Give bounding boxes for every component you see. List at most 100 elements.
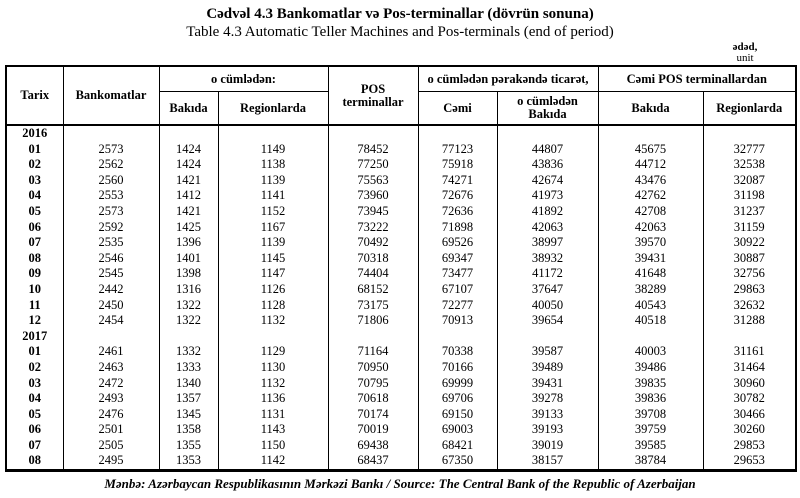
value-cell: 1167 xyxy=(217,219,329,236)
table-row: 08 2495 1353 1142 68437 67350 38157 38784 29653 xyxy=(5,453,797,471)
month-cell: 01 xyxy=(5,141,64,158)
value-cell: 2461 xyxy=(62,344,160,360)
value-cell: 1358 xyxy=(158,422,219,438)
empty-cell xyxy=(597,328,704,345)
value-cell: 70338 xyxy=(417,344,498,360)
table-row: 02 2562 1424 1138 77250 75918 43836 44712 32538 xyxy=(5,157,797,173)
value-cell: 2545 xyxy=(62,266,160,282)
value-cell: 1149 xyxy=(217,141,329,158)
value-cell: 1412 xyxy=(158,188,219,204)
value-cell: 1143 xyxy=(217,422,329,438)
table-row: 05 2573 1421 1152 73945 72636 41892 42708 31237 xyxy=(5,203,797,220)
col-group-total-pos: Cəmi POS terminallardan xyxy=(597,65,797,92)
col-header-bankomatlar: Bankomatlar xyxy=(62,65,160,126)
table-row: 06 2501 1358 1143 70019 69003 39193 39759 30260 xyxy=(5,422,797,438)
value-cell: 2493 xyxy=(62,391,160,407)
value-cell: 32756 xyxy=(702,266,797,282)
col-header-pos-terminals: POS terminallar xyxy=(327,65,419,126)
value-cell: 1126 xyxy=(217,281,329,298)
empty-cell xyxy=(327,125,419,142)
value-cell: 39708 xyxy=(597,406,704,423)
table-body: 2016 01 2573 1424 1149 78452 77123 44807 45675 32… xyxy=(5,125,797,471)
table-row: 01 2461 1332 1129 71164 70338 39587 40003 31161 xyxy=(5,344,797,360)
table-row: 06 2592 1425 1167 73222 71898 42063 42063 31159 xyxy=(5,219,797,236)
value-cell: 39489 xyxy=(496,359,599,376)
empty-cell xyxy=(327,328,419,345)
value-cell: 1131 xyxy=(217,406,329,423)
value-cell: 39431 xyxy=(496,375,599,392)
table-row: 04 2553 1412 1141 73960 72676 41973 42762 31198 xyxy=(5,188,797,204)
value-cell: 42063 xyxy=(597,219,704,236)
value-cell: 32632 xyxy=(702,297,797,314)
year-row: 2017 xyxy=(5,328,797,345)
month-cell: 08 xyxy=(5,250,64,267)
unit-note: ədəd, unit xyxy=(722,42,768,64)
value-cell: 75563 xyxy=(327,172,419,189)
value-cell: 45675 xyxy=(597,141,704,158)
value-cell: 1129 xyxy=(217,344,329,360)
value-cell: 73477 xyxy=(417,266,498,282)
value-cell: 40003 xyxy=(597,344,704,360)
value-cell: 70318 xyxy=(327,250,419,267)
value-cell: 39759 xyxy=(597,422,704,438)
value-cell: 72676 xyxy=(417,188,498,204)
value-cell: 30887 xyxy=(702,250,797,267)
value-cell: 71806 xyxy=(327,313,419,329)
value-cell: 31237 xyxy=(702,203,797,220)
value-cell: 1147 xyxy=(217,266,329,282)
value-cell: 41648 xyxy=(597,266,704,282)
year-cell: 2017 xyxy=(5,328,64,345)
col-header-pos-baku: Bakıda xyxy=(597,91,704,126)
value-cell: 1398 xyxy=(158,266,219,282)
empty-cell xyxy=(217,328,329,345)
value-cell: 1132 xyxy=(217,313,329,329)
table-row: 04 2493 1357 1136 70618 69706 39278 39836 30782 xyxy=(5,391,797,407)
month-cell: 10 xyxy=(5,281,64,298)
value-cell: 70913 xyxy=(417,313,498,329)
value-cell: 68437 xyxy=(327,453,419,471)
year-row: 2016 xyxy=(5,125,797,142)
value-cell: 41973 xyxy=(496,188,599,204)
value-cell: 1355 xyxy=(158,437,219,454)
value-cell: 69706 xyxy=(417,391,498,407)
value-cell: 1333 xyxy=(158,359,219,376)
col-header-atm-baku: Bakıda xyxy=(158,91,219,126)
value-cell: 2476 xyxy=(62,406,160,423)
month-cell: 07 xyxy=(5,437,64,454)
table-row: 02 2463 1333 1130 70950 70166 39489 39486 31464 xyxy=(5,359,797,376)
value-cell: 31198 xyxy=(702,188,797,204)
value-cell: 38157 xyxy=(496,453,599,471)
table-row: 12 2454 1322 1132 71806 70913 39654 40518 31288 xyxy=(5,313,797,329)
value-cell: 2495 xyxy=(62,453,160,471)
value-cell: 44807 xyxy=(496,141,599,158)
month-cell: 05 xyxy=(5,406,64,423)
value-cell: 75918 xyxy=(417,157,498,173)
value-cell: 2472 xyxy=(62,375,160,392)
value-cell: 1421 xyxy=(158,172,219,189)
value-cell: 39133 xyxy=(496,406,599,423)
value-cell: 31161 xyxy=(702,344,797,360)
value-cell: 30782 xyxy=(702,391,797,407)
statistics-table: Tarix Bankomatlar o cümlədən: POS termin… xyxy=(5,65,798,473)
value-cell: 38784 xyxy=(597,453,704,471)
value-cell: 67107 xyxy=(417,281,498,298)
value-cell: 1332 xyxy=(158,344,219,360)
empty-cell xyxy=(62,125,160,142)
value-cell: 73222 xyxy=(327,219,419,236)
value-cell: 32087 xyxy=(702,172,797,189)
value-cell: 73960 xyxy=(327,188,419,204)
value-cell: 69526 xyxy=(417,235,498,251)
empty-cell xyxy=(62,328,160,345)
month-cell: 05 xyxy=(5,203,64,220)
value-cell: 67350 xyxy=(417,453,498,471)
value-cell: 1345 xyxy=(158,406,219,423)
value-cell: 1401 xyxy=(158,250,219,267)
table-row: 08 2546 1401 1145 70318 69347 38932 39431 30887 xyxy=(5,250,797,267)
month-cell: 01 xyxy=(5,344,64,360)
value-cell: 43836 xyxy=(496,157,599,173)
value-cell: 1353 xyxy=(158,453,219,471)
value-cell: 40050 xyxy=(496,297,599,314)
value-cell: 29653 xyxy=(702,453,797,471)
value-cell: 69003 xyxy=(417,422,498,438)
